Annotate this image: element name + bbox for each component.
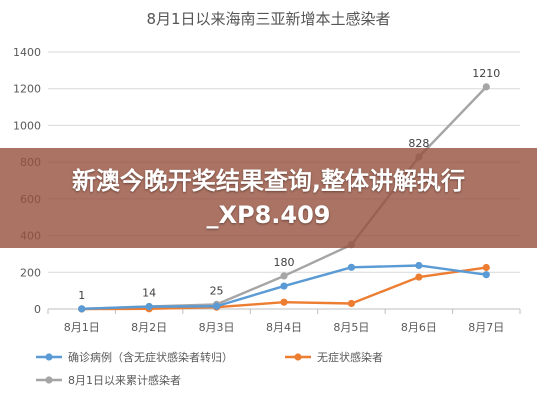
data-point: [212, 302, 221, 310]
y-tick-label: 0: [34, 303, 41, 316]
data-point: [482, 83, 490, 91]
y-tick-label: 1200: [13, 83, 41, 96]
data-label: 828: [408, 137, 429, 150]
x-tick-label: 8月4日: [266, 321, 302, 334]
data-point: [280, 272, 288, 280]
data-point: [347, 263, 356, 271]
data-point: [280, 298, 288, 306]
x-tick-label: 8月2日: [131, 321, 167, 334]
y-tick-label: 1000: [13, 119, 41, 132]
legend-label: 无症状感染者: [317, 350, 383, 364]
x-tick-label: 8月6日: [401, 321, 437, 334]
chart-title: 8月1日以来海南三亚新增本土感染者: [146, 10, 391, 28]
x-tick-label: 8月3日: [199, 321, 235, 334]
y-tick-label: 1400: [13, 46, 41, 59]
data-label: 1: [78, 289, 85, 302]
y-tick-label: 200: [20, 266, 41, 279]
data-point: [482, 271, 490, 279]
data-point: [347, 299, 356, 308]
data-labels: 1 14 25 180 828 1210: [78, 67, 500, 302]
data-point: [415, 261, 423, 270]
x-tick-label: 8月1日: [64, 321, 100, 334]
data-point: [482, 263, 490, 272]
data-point: [280, 282, 288, 290]
legend-label: 确诊病例（含无症状感染者转归）: [68, 350, 233, 364]
data-label: 14: [142, 286, 156, 299]
x-tick-label: 8月7日: [468, 321, 504, 334]
data-label: 1210: [472, 67, 500, 80]
legend-marker: [45, 376, 53, 384]
data-label: 25: [210, 284, 224, 297]
data-point: [415, 273, 423, 281]
data-point: [78, 305, 86, 313]
data-label: 180: [274, 256, 295, 269]
legend-label: 8月1日以来累计感染者: [68, 373, 181, 387]
legend-marker: [294, 353, 302, 361]
legend: 确诊病例（含无症状感染者转归） 无症状感染者 8月1日以来累计感染者: [36, 350, 383, 387]
legend-marker: [45, 353, 53, 361]
overlay-banner[interactable]: 新澳今晚开奖结果查询,整体讲解执行_XP8.409: [0, 148, 537, 248]
overlay-banner-text: 新澳今晚开奖结果查询,整体讲解执行_XP8.409: [71, 167, 466, 229]
x-tick-label: 8月5日: [333, 321, 369, 334]
data-point: [145, 303, 153, 311]
